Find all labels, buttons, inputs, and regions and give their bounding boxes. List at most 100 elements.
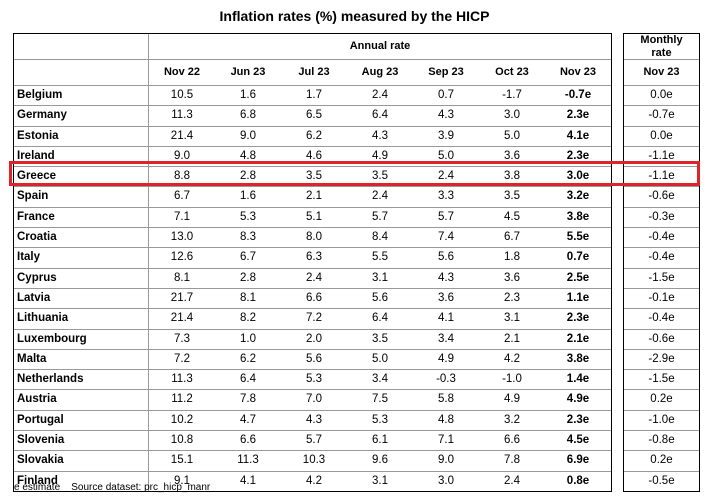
annual-rate-cell: 3.2e: [545, 186, 612, 208]
annual-rate-cell: 4.2: [479, 348, 545, 370]
table-row: -2.9e: [623, 348, 700, 370]
source-dataset-link[interactable]: prc_hicp_manr: [144, 482, 211, 493]
annual-rate-cell: 2.3e: [545, 105, 612, 127]
annual-rate-cell: 3.4: [413, 328, 479, 350]
table-row: Austria 11.2 7.8 7.0 7.5 5.8 4.9 4.9e: [13, 389, 612, 411]
table-row: -1.5e: [623, 369, 700, 390]
country-name: Malta: [13, 348, 149, 370]
annual-rate-cell: 5.3: [215, 206, 281, 228]
annual-rate-cell: 7.2: [148, 348, 215, 370]
annual-rate-cell: 2.0: [281, 328, 347, 350]
annual-rate-cell: 21.4: [148, 308, 215, 330]
country-name: Portugal: [13, 409, 149, 431]
annual-rate-cell: 2.8: [215, 267, 281, 289]
annual-rate-cell: 12.6: [148, 247, 215, 269]
annual-rate-cell: 4.3: [281, 409, 347, 431]
table-row: 0.0e: [623, 125, 700, 147]
annual-rate-cell: 2.4: [347, 84, 413, 106]
annual-rate-cell: 10.2: [148, 409, 215, 431]
greece-highlight-box: [9, 161, 700, 186]
annual-rate-cell: 3.6: [413, 287, 479, 309]
country-name: Lithuania: [13, 308, 149, 330]
monthly-rate-table: Monthly rate Nov 23 0.0e -0.7e 0.0e -1.1e -1.1e…: [623, 33, 700, 492]
annual-rate-cell: 21.4: [148, 125, 215, 147]
annual-rate-cell: 6.2: [281, 125, 347, 147]
monthly-rate-cell: -1.1e: [623, 166, 700, 187]
annual-rate-cell: 11.3: [215, 450, 281, 472]
table-row: France 7.1 5.3 5.1 5.7 5.7 4.5 3.8e: [13, 206, 612, 228]
annual-rate-cell: 3.0: [413, 470, 479, 492]
annual-rate-cell: 11.3: [148, 369, 215, 390]
annual-rate-cell: 7.0: [281, 389, 347, 411]
country-name: Belgium: [13, 84, 149, 106]
country-name: Estonia: [13, 125, 149, 147]
country-name: Luxembourg: [13, 328, 149, 350]
annual-rate-cell: 3.4: [347, 369, 413, 390]
annual-rate-cell: 3.5: [347, 328, 413, 350]
country-name: Netherlands: [13, 369, 149, 390]
annual-rate-cell: 9.6: [347, 450, 413, 472]
annual-rate-cell: 3.9: [413, 125, 479, 147]
annual-rate-cell: 4.5: [479, 206, 545, 228]
monthly-rate-cell: -0.7e: [623, 105, 700, 127]
monthly-rate-cell: -1.5e: [623, 369, 700, 390]
monthly-rate-cell: -0.6e: [623, 328, 700, 350]
annual-rate-cell: 2.4: [479, 470, 545, 492]
annual-rate-cell: 3.2: [479, 409, 545, 431]
column-header: Jul 23: [281, 59, 347, 86]
table-row: Cyprus 8.1 2.8 2.4 3.1 4.3 3.6 2.5e: [13, 267, 612, 289]
table-row: Finland 9.1 4.1 4.2 3.1 3.0 2.4 0.8e: [13, 470, 612, 492]
annual-rate-cell: 2.3e: [545, 308, 612, 330]
country-name: Austria: [13, 389, 149, 411]
table-row: -0.5e: [623, 470, 700, 492]
annual-rate-cell: 7.8: [479, 450, 545, 472]
annual-rate-cell: 0.8e: [545, 470, 612, 492]
column-header: Nov 23: [623, 59, 700, 86]
annual-rate-cell: 7.8: [215, 389, 281, 411]
table-row: -1.1e: [623, 166, 700, 187]
country-name: Finland: [13, 470, 149, 492]
annual-rate-cell: 0.7e: [545, 247, 612, 269]
annual-rate-cell: 6.4: [215, 369, 281, 390]
table-row: Croatia 13.0 8.3 8.0 8.4 7.4 6.7 5.5e: [13, 227, 612, 248]
monthly-rate-cell: -1.5e: [623, 267, 700, 289]
annual-rate-cell: 6.6: [479, 430, 545, 451]
monthly-header-line1: Monthly: [640, 34, 683, 46]
annual-rate-cell: 4.3: [413, 267, 479, 289]
annual-rate-cell: 6.1: [347, 430, 413, 451]
annual-rate-cell: 8.1: [215, 287, 281, 309]
column-header: Nov 23: [545, 59, 612, 86]
annual-rate-cell: 6.7: [215, 247, 281, 269]
annual-rate-cell: 4.1: [413, 308, 479, 330]
monthly-period-row: Nov 23: [623, 59, 700, 86]
annual-rate-cell: 6.3: [281, 247, 347, 269]
annual-rate-cell: 4.1e: [545, 125, 612, 147]
table-row: Germany 11.3 6.8 6.5 6.4 4.3 3.0 2.3e: [13, 105, 612, 127]
annual-rate-cell: 2.3: [479, 287, 545, 309]
annual-rate-cell: 1.6: [215, 186, 281, 208]
table-row: Malta 7.2 6.2 5.6 5.0 4.9 4.2 3.8e: [13, 348, 612, 370]
annual-rate-cell: 8.4: [347, 227, 413, 248]
annual-rate-cell: 4.9: [413, 348, 479, 370]
annual-rate-cell: 9.0: [413, 450, 479, 472]
annual-rate-cell: 11.2: [148, 389, 215, 411]
annual-rate-cell: 21.7: [148, 287, 215, 309]
annual-rate-cell: 3.5: [479, 186, 545, 208]
table-row: -0.8e: [623, 430, 700, 451]
monthly-rate-cell: -0.6e: [623, 186, 700, 208]
annual-rate-cell: 8.1: [148, 267, 215, 289]
annual-rate-cell: 6.4: [347, 105, 413, 127]
estimate-note: e estimate: [14, 482, 61, 493]
table-row: 0.2e: [623, 389, 700, 411]
annual-rate-cell: 13.0: [148, 227, 215, 248]
monthly-rate-cell: 0.0e: [623, 84, 700, 106]
annual-rate-cell: 4.1: [215, 470, 281, 492]
country-name: Spain: [13, 186, 149, 208]
annual-rate-cell: 5.5: [347, 247, 413, 269]
annual-rate-cell: 1.0: [215, 328, 281, 350]
table-row: Slovenia 10.8 6.6 5.7 6.1 7.1 6.6 4.5e: [13, 430, 612, 451]
annual-rate-cell: 6.9e: [545, 450, 612, 472]
annual-rate-cell: 11.3: [148, 105, 215, 127]
monthly-rate-cell: -0.4e: [623, 247, 700, 269]
annual-rate-cell: 2.3e: [545, 409, 612, 431]
